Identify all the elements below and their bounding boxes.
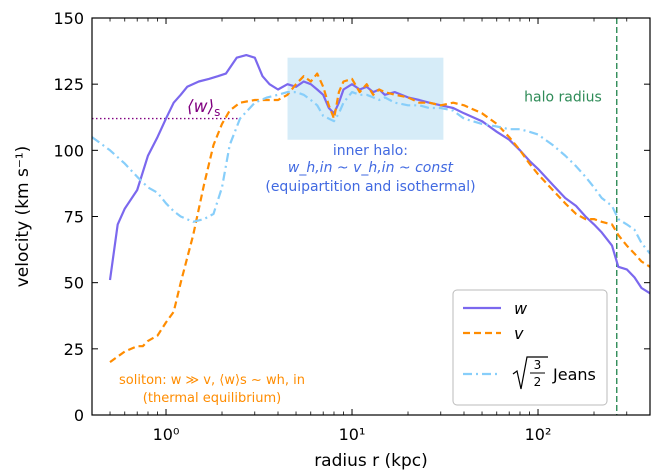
legend-label-w: w — [514, 299, 528, 318]
legend-label-v: v — [514, 324, 524, 343]
y-tick-label: 50 — [64, 274, 84, 293]
y-tick-label: 25 — [64, 340, 84, 359]
annotations: halo radius ⟨w⟩s inner halo:w_h,in ~ v_h,i… — [119, 89, 602, 406]
series-v-line — [109, 72, 650, 363]
x-tick-label: 10² — [525, 425, 552, 444]
ws-label: ⟨w⟩s — [187, 97, 220, 119]
legend-label-jeans: Jeans — [552, 365, 596, 384]
y-tick-label: 75 — [64, 208, 84, 227]
sqrt-symbol — [512, 356, 548, 390]
x-tick-label: 10⁰ — [153, 425, 180, 444]
soliton-line-2: (thermal equilibrium) — [143, 391, 281, 406]
inner-halo-box — [287, 57, 444, 140]
y-tick-label: 100 — [53, 141, 84, 160]
legend-box — [452, 289, 608, 406]
y-tick-label: 0 — [74, 406, 84, 425]
y-tick-label: 125 — [53, 75, 84, 94]
legend: wv 3 2 Jeans — [452, 289, 608, 406]
inner-halo-line-2: w_h,in ~ v_h,in ~ const — [288, 160, 454, 176]
soliton-line-1: soliton: w ≫ v, ⟨w⟩s ~ wh, in — [119, 373, 305, 388]
y-tick-label: 150 — [53, 9, 84, 28]
x-axis-label: radius r (kpc) — [314, 451, 428, 471]
inner-halo-line-1: inner halo: — [333, 143, 408, 159]
inner-halo-line-3: (equipartition and isothermal) — [265, 179, 475, 195]
series-w-line — [108, 54, 650, 295]
plot-layer — [92, 18, 650, 415]
x-tick-label: 10¹ — [339, 425, 366, 444]
fraction-denominator: 2 — [534, 375, 542, 389]
series-jeans-line — [92, 91, 650, 255]
halo-radius-label: halo radius — [524, 89, 602, 105]
axis-ticks: 10⁰ 10¹ 10² 0 25 50 75 100 125 150 — [53, 9, 651, 444]
y-axis-label: velocity (km s⁻¹) — [13, 146, 33, 288]
fraction-numerator: 3 — [534, 358, 542, 372]
ws-label-subscript: s — [214, 105, 220, 119]
